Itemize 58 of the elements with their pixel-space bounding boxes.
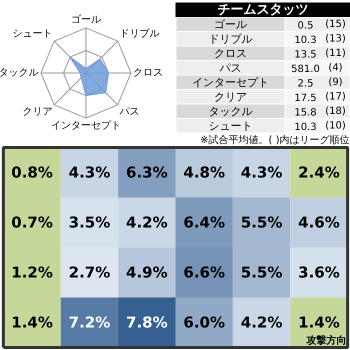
annotation: 攻撃方向 xyxy=(305,334,346,346)
data-label: 4.8% xyxy=(183,164,225,182)
data-label: 1.4% xyxy=(11,314,53,332)
data-label: 6.6% xyxy=(183,264,225,282)
data-label: 0.5 xyxy=(298,20,314,32)
data-label: 1.2% xyxy=(11,264,53,282)
category-label: インターセプト xyxy=(192,76,269,89)
data-label: 0.7% xyxy=(11,214,53,232)
data-label: 10.3 xyxy=(294,34,317,46)
data-label: 2.5 xyxy=(298,78,314,90)
data-label: 4.2% xyxy=(240,314,282,332)
data-label: (17) xyxy=(325,91,346,102)
data-label: 4.6% xyxy=(298,214,340,232)
data-label: 6.0% xyxy=(183,314,225,332)
text: チームスタッツ xyxy=(218,2,308,18)
spoke-label: ゴール xyxy=(70,14,101,26)
data-label: 7.8% xyxy=(126,314,168,332)
data-label: 581.0 xyxy=(291,64,320,75)
spoke-label: パス xyxy=(118,106,140,118)
category-label: クリア xyxy=(214,90,247,104)
data-label: 4.2% xyxy=(126,214,168,232)
data-label: 3.6% xyxy=(298,264,340,282)
category-label: ドリブル xyxy=(208,32,252,46)
spoke-label: ドリブル xyxy=(119,28,160,40)
data-label: 7.2% xyxy=(68,314,110,332)
category-label: ゴール xyxy=(214,18,247,31)
data-label: 2.7% xyxy=(68,264,110,282)
data-label: 2.4% xyxy=(298,164,340,182)
data-label: 4.3% xyxy=(68,164,110,182)
data-label: 4.9% xyxy=(126,264,168,282)
data-label: (13) xyxy=(325,33,346,44)
category-label: クロス xyxy=(214,46,247,60)
data-label: 4.3% xyxy=(240,164,282,182)
data-label: 0.8% xyxy=(11,164,53,182)
spoke-label: クロス xyxy=(133,68,164,78)
spoke-label: クリア xyxy=(22,106,53,118)
data-label: 5.5% xyxy=(240,214,282,232)
data-label: 15.8 xyxy=(294,107,317,118)
spoke-label: インターセプト xyxy=(50,119,121,132)
category-label: パス xyxy=(218,61,242,74)
data-label: 17.5 xyxy=(294,92,317,104)
data-label: (11) xyxy=(325,48,346,59)
data-label: 5.5% xyxy=(240,264,282,282)
data-label: 13.5 xyxy=(294,49,317,60)
data-label: (18) xyxy=(325,106,346,117)
data-label: (9) xyxy=(328,76,343,88)
data-label: (10) xyxy=(325,120,346,132)
data-label: (15) xyxy=(325,18,346,30)
data-label: (4) xyxy=(328,62,343,74)
spoke-label: シュート xyxy=(12,28,53,40)
data-label: 6.3% xyxy=(126,164,168,182)
text: ※試合平均値。( )内はリーグ順位 xyxy=(200,134,350,146)
category-label: シュート xyxy=(208,119,252,132)
data-label: 1.4% xyxy=(298,314,340,332)
category-label: タックル xyxy=(208,104,252,118)
data-label: 10.3 xyxy=(294,122,317,133)
data-label: 6.4% xyxy=(183,214,225,232)
data-label: 3.5% xyxy=(68,214,110,232)
